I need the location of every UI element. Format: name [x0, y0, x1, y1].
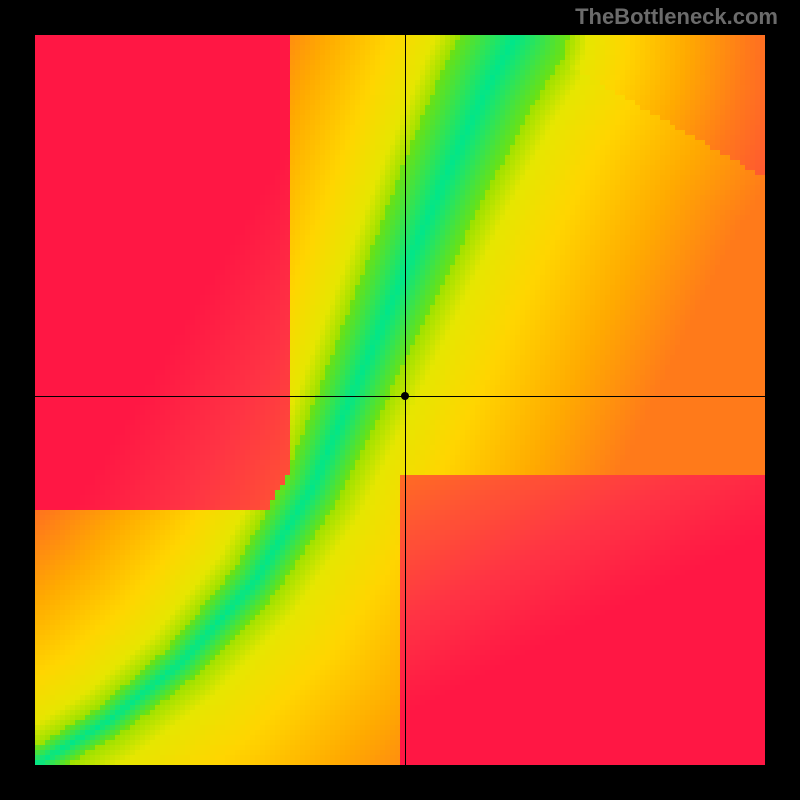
- heatmap-canvas: [35, 35, 765, 765]
- crosshair-horizontal: [35, 396, 765, 397]
- heatmap-plot: [35, 35, 765, 765]
- crosshair-marker: [401, 392, 409, 400]
- watermark-text: TheBottleneck.com: [575, 4, 778, 30]
